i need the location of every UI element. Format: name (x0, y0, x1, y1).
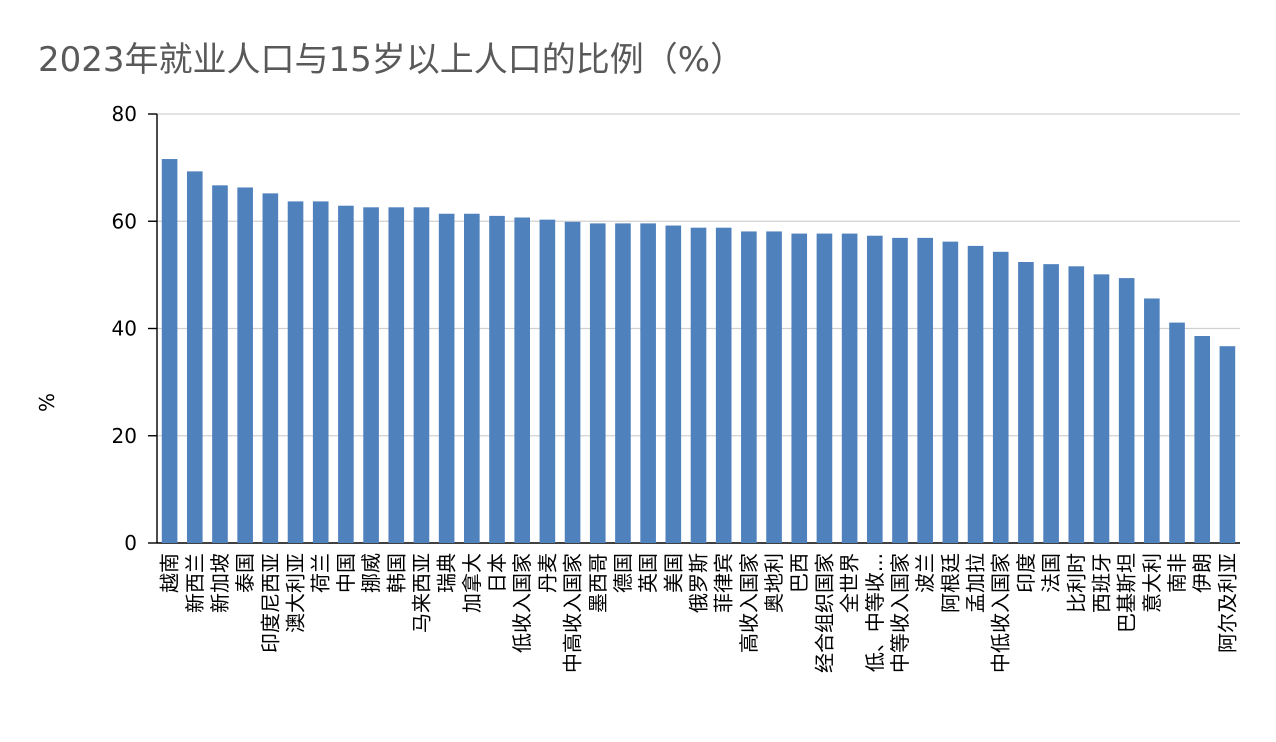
x-category-label: 低、中等收... (863, 553, 887, 672)
x-category-label: 印度尼西亚 (258, 553, 282, 653)
x-category-labels: 越南 新西兰 新加坡 泰国 印度尼西亚 澳大利亚 荷兰 中国 挪威 韩国 马来西亚 瑞典 加拿大 日本 低收… (158, 553, 1240, 673)
x-category-label: 挪威 (359, 553, 383, 593)
bar (1068, 266, 1085, 543)
bar (212, 185, 228, 544)
bar (665, 225, 682, 544)
bar (816, 233, 833, 544)
bar (967, 245, 984, 544)
x-category-label: 中国 (334, 553, 358, 593)
x-category-label: 波兰 (913, 553, 937, 593)
bar (338, 205, 354, 544)
x-category-label: 德国 (611, 553, 635, 593)
x-category-label: 奥地利 (762, 553, 786, 613)
bar (464, 213, 480, 543)
bar (186, 171, 203, 543)
bar (917, 237, 933, 543)
x-category-label: 法国 (1039, 553, 1063, 593)
bar (992, 251, 1009, 543)
x-category-label: 比利时 (1064, 553, 1088, 613)
x-category-label: 菲律宾 (712, 553, 736, 613)
y-tick-label: 80 (112, 102, 137, 126)
x-category-label: 英国 (636, 553, 660, 593)
x-category-label: 丹麦 (535, 553, 559, 593)
bar (1194, 336, 1211, 543)
x-category-label: 孟加拉 (964, 553, 988, 613)
bar (942, 241, 959, 543)
bar (640, 223, 656, 543)
bar (489, 215, 505, 543)
bar (690, 227, 707, 543)
bar (161, 159, 178, 544)
bar (413, 207, 430, 543)
y-tick-label: 20 (112, 424, 137, 448)
x-category-label: 低收入国家 (510, 553, 534, 653)
bar (312, 201, 329, 543)
bar (766, 231, 782, 543)
x-category-label: 南非 (1165, 553, 1189, 593)
bar (1144, 298, 1160, 543)
bar (615, 223, 631, 543)
x-category-label: 全世界 (838, 553, 862, 613)
bar (514, 217, 531, 543)
bars (161, 159, 1236, 544)
bar (287, 201, 304, 543)
bar (1093, 274, 1110, 543)
x-category-label: 意大利 (1140, 553, 1164, 613)
bar (589, 223, 606, 543)
bar (1219, 346, 1236, 543)
x-category-label: 美国 (661, 553, 685, 593)
x-category-label: 泰国 (233, 553, 257, 593)
bar (539, 219, 556, 544)
bar (1118, 278, 1135, 543)
bar (866, 235, 883, 543)
bar (262, 193, 279, 544)
bar (892, 237, 908, 543)
x-category-label: 巴基斯坦 (1115, 553, 1139, 633)
y-axis-label: % (35, 393, 59, 412)
x-category-label: 澳大利亚 (284, 553, 308, 633)
bar (564, 221, 581, 543)
x-category-label: 越南 (158, 553, 182, 593)
x-category-label: 阿根廷 (938, 553, 962, 613)
x-category-label: 日本 (485, 553, 509, 593)
x-category-label: 新西兰 (183, 553, 207, 613)
bar (715, 227, 732, 543)
bar (363, 207, 379, 543)
y-tick-label: 60 (112, 209, 137, 233)
x-category-label: 印度 (1014, 553, 1038, 593)
bar (791, 233, 808, 544)
x-category-label: 中低收入国家 (989, 553, 1013, 673)
x-category-label: 西班牙 (1089, 553, 1113, 613)
y-tick-label: 0 (124, 531, 137, 555)
bar (438, 213, 455, 543)
x-category-label: 中高收入国家 (561, 553, 585, 673)
y-tick-label: 40 (112, 317, 137, 341)
bar (1043, 264, 1059, 543)
bar (741, 231, 757, 543)
bar (237, 187, 253, 543)
x-category-label: 韩国 (384, 553, 408, 593)
x-category-label: 巴西 (787, 553, 811, 593)
x-category-label: 阿尔及利亚 (1215, 553, 1239, 653)
x-category-label: 瑞典 (435, 553, 459, 593)
x-category-label: 荷兰 (309, 553, 333, 593)
x-category-label: 墨西哥 (586, 553, 610, 613)
chart-title: 2023年就业人口与15岁以上人口的比例（%） (38, 40, 745, 80)
bar (1169, 322, 1185, 543)
bar (841, 233, 858, 544)
x-category-label: 俄罗斯 (687, 553, 711, 613)
x-category-label: 新加坡 (208, 553, 232, 613)
x-category-label: 伊朗 (1190, 553, 1214, 593)
x-category-label: 马来西亚 (409, 553, 433, 633)
x-category-label: 经合组织国家 (812, 553, 836, 673)
bar (1018, 262, 1034, 543)
x-category-label: 加拿大 (460, 553, 484, 613)
y-tick-labels: 0 20 40 60 80 (112, 102, 137, 555)
x-category-label: 中等收入国家 (888, 553, 912, 673)
bar (388, 207, 405, 543)
x-category-label: 高收入国家 (737, 553, 761, 653)
